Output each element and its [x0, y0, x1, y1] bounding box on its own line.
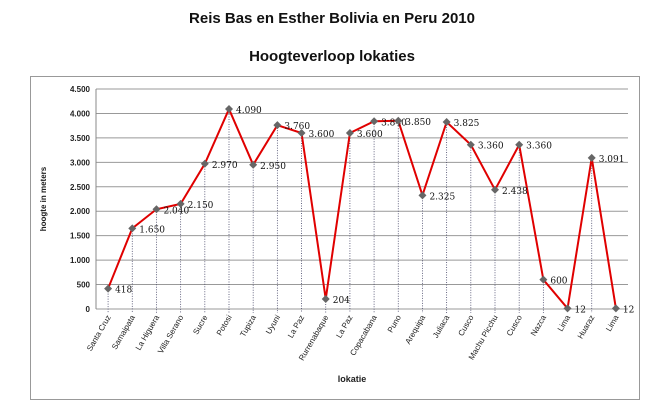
- data-label: 3.850: [405, 118, 431, 128]
- x-tick-label: Cusco: [456, 313, 475, 338]
- chart-title: Reis Bas en Esther Bolivia en Peru 2010: [189, 10, 475, 27]
- data-point: [539, 275, 548, 284]
- y-tick-label: 3.000: [70, 158, 91, 167]
- data-label: 2.970: [212, 161, 238, 171]
- data-label: 2.438: [502, 187, 528, 197]
- data-label: 3.840: [381, 118, 407, 128]
- data-label: 3.091: [599, 155, 625, 165]
- y-tick-label: 1.000: [70, 256, 91, 265]
- x-tick-label: Santa Cruz: [85, 314, 113, 353]
- data-point: [273, 121, 282, 130]
- data-label: 2.150: [188, 201, 214, 211]
- data-point: [297, 129, 306, 137]
- data-label: 204: [333, 296, 350, 306]
- chart-subtitle: Hoogteverloop lokaties: [249, 48, 415, 65]
- data-label: 3.760: [284, 122, 310, 132]
- data-label: 3.825: [454, 119, 480, 129]
- data-point: [249, 160, 258, 169]
- data-point: [176, 199, 185, 208]
- series-line: [107, 106, 617, 311]
- x-tick-label: Lima: [604, 313, 621, 333]
- y-tick-label: 2.000: [70, 207, 91, 216]
- data-label: 3.600: [357, 130, 383, 140]
- data-label: 418: [115, 286, 132, 296]
- data-point: [321, 295, 330, 304]
- x-tick-label: La Paz: [286, 314, 306, 340]
- data-point: [200, 159, 209, 168]
- y-axis-label: hoogte in meters: [39, 166, 48, 231]
- y-tick-label: 2.500: [70, 183, 91, 192]
- x-tick-label: Lima: [556, 313, 573, 333]
- data-point: [466, 140, 475, 149]
- y-tick-label: 3.500: [70, 134, 91, 143]
- data-point: [128, 224, 137, 233]
- chart-frame: [30, 76, 640, 400]
- y-tick-label: 500: [77, 281, 91, 290]
- data-point: [225, 105, 233, 114]
- x-tick-label: Uyuni: [264, 313, 282, 335]
- x-axis-label: lokatie: [338, 374, 367, 384]
- data-point: [152, 205, 161, 214]
- data-label: 2.040: [163, 206, 189, 216]
- x-tick-label: Villa Serano: [156, 313, 186, 355]
- x-tick-label: Cusco: [505, 313, 524, 338]
- data-label: 4.090: [236, 106, 262, 116]
- data-label: 1.650: [139, 225, 165, 235]
- data-label: 3.360: [526, 142, 552, 152]
- data-label: 2.325: [429, 192, 455, 202]
- data-label: 600: [550, 277, 567, 287]
- data-point: [370, 117, 379, 126]
- x-tick-label: Juliaca: [431, 313, 452, 340]
- x-tick-label: Huaraz: [576, 314, 597, 341]
- x-tick-label: Nazca: [529, 313, 548, 338]
- x-tick-label: La Higuera: [134, 313, 162, 352]
- x-tick-label: Tupiza: [238, 313, 258, 339]
- data-label: 12: [575, 305, 586, 315]
- data-label: 3.600: [309, 130, 335, 140]
- data-point: [515, 140, 524, 149]
- data-point: [611, 304, 620, 313]
- data-point: [394, 116, 403, 125]
- x-tick-label: La Paz: [334, 314, 354, 340]
- data-point: [491, 185, 499, 194]
- data-point: [563, 304, 572, 313]
- data-label: 3.360: [478, 142, 504, 152]
- y-tick-label: 0: [86, 305, 91, 314]
- data-point: [104, 284, 113, 293]
- x-tick-label: Arequipa: [403, 313, 427, 346]
- data-point: [418, 191, 427, 200]
- data-label: 12: [623, 305, 634, 315]
- x-tick-label: Puno: [386, 313, 403, 334]
- y-tick-label: 1.500: [70, 232, 91, 241]
- x-tick-label: Samaipata: [110, 313, 137, 351]
- y-tick-label: 4.500: [70, 85, 91, 94]
- data-label: 2.950: [260, 162, 286, 172]
- y-tick-label: 4.000: [70, 109, 91, 118]
- data-point: [587, 153, 596, 162]
- x-tick-label: Sucre: [191, 313, 210, 336]
- x-tick-label: Potosi: [215, 313, 234, 337]
- data-point: [442, 118, 451, 126]
- data-point: [345, 129, 354, 137]
